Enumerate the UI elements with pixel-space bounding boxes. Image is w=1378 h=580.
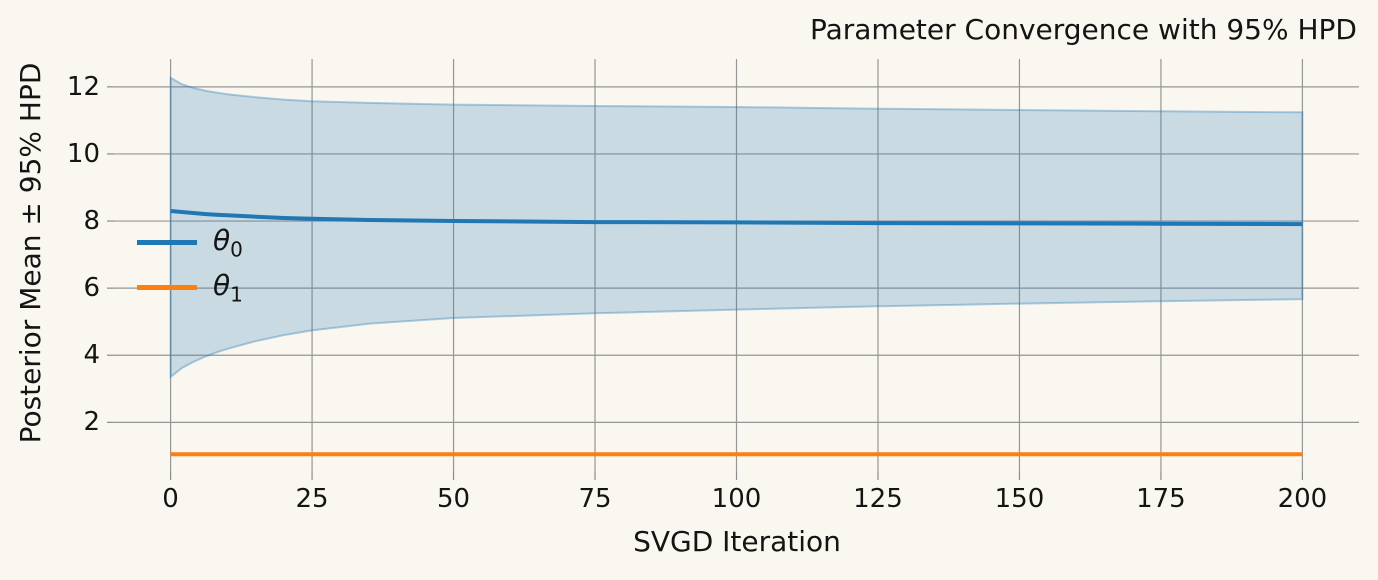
hpd-band — [169, 76, 1304, 380]
axis-tick-marks — [107, 86, 1304, 480]
x-tick-label: 175 — [1136, 484, 1186, 514]
x-tick-label: 125 — [853, 484, 903, 514]
y-tick-label: 4 — [83, 340, 100, 371]
x-tick-label: 75 — [578, 484, 612, 514]
chart-title: Parameter Convergence with 95% HPD — [809, 13, 1357, 46]
y-tick-label: 10 — [66, 138, 100, 169]
x-tick-label: 100 — [711, 484, 762, 514]
legend-item-theta1: θ1 — [137, 265, 243, 310]
legend: θ0 θ1 — [137, 220, 243, 310]
y-tick-label: 6 — [83, 273, 100, 304]
x-tick-label: 150 — [994, 484, 1045, 514]
x-tick-label: 200 — [1277, 484, 1328, 514]
y-tick-label: 12 — [66, 71, 100, 102]
y-axis-label: Posterior Mean ± 95% HPD — [14, 62, 47, 444]
legend-label-theta1: θ1 — [213, 268, 243, 307]
y-tick-label: 8 — [83, 206, 100, 237]
series-lines — [170, 209, 1303, 457]
x-tick-label: 0 — [162, 484, 179, 514]
legend-item-theta0: θ0 — [137, 220, 243, 265]
y-tick-label: 2 — [83, 407, 100, 438]
x-tick-label: 50 — [436, 484, 471, 514]
x-tick-label: 25 — [295, 484, 329, 514]
legend-label-theta0: θ0 — [213, 223, 243, 262]
x-axis-label: SVGD Iteration — [633, 525, 841, 558]
legend-swatch-theta0 — [137, 240, 197, 245]
legend-swatch-theta1 — [137, 285, 197, 290]
